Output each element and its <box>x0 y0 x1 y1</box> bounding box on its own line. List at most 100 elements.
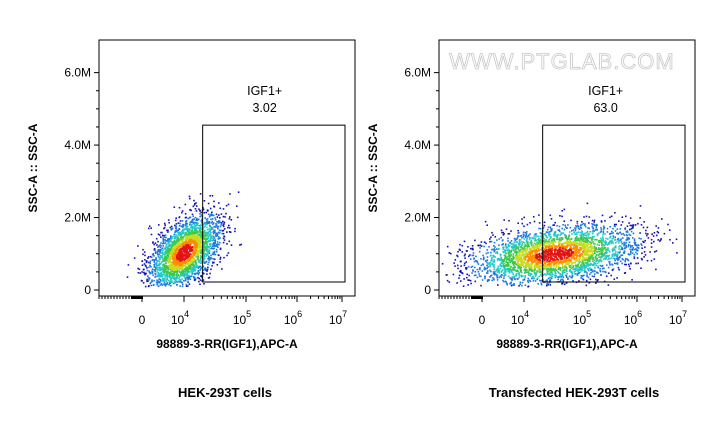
event-dot <box>505 246 507 248</box>
event-dot <box>593 273 596 275</box>
event-dot <box>452 273 455 276</box>
event-dot <box>201 252 203 255</box>
event-dot <box>516 278 518 280</box>
event-dot <box>623 245 625 247</box>
event-dot <box>585 232 588 234</box>
event-dot <box>148 266 150 269</box>
event-dot <box>195 256 197 258</box>
event-dot <box>621 262 623 265</box>
event-dot <box>483 266 486 269</box>
event-dot <box>174 237 177 240</box>
event-dot <box>173 264 175 267</box>
event-dot <box>196 237 198 239</box>
event-dot <box>546 271 549 273</box>
event-dot <box>587 227 589 229</box>
event-dot <box>493 266 496 269</box>
event-dot <box>528 272 530 274</box>
event-dot <box>555 269 558 271</box>
event-dot <box>589 273 591 276</box>
event-dot <box>520 274 522 277</box>
event-dot <box>175 234 177 236</box>
event-dot <box>167 255 170 258</box>
event-dot <box>582 233 585 236</box>
event-dot <box>193 265 195 267</box>
event-dot <box>572 261 574 264</box>
event-dot <box>161 268 163 270</box>
event-dot <box>580 238 582 240</box>
event-dot <box>204 241 206 243</box>
event-dot <box>200 214 203 216</box>
event-dot <box>506 256 509 258</box>
event-dot <box>585 239 588 242</box>
event-dot <box>616 240 619 243</box>
event-dot <box>597 265 599 267</box>
event-dot <box>522 253 524 256</box>
event-dot <box>479 268 481 271</box>
event-dot <box>512 284 514 286</box>
event-dot <box>474 266 476 269</box>
event-dot <box>551 240 553 242</box>
event-dot <box>628 238 630 240</box>
event-dot <box>200 220 203 222</box>
plot-frame <box>98 39 356 297</box>
event-dot <box>590 241 592 243</box>
event-dot <box>498 276 500 279</box>
event-dot <box>616 262 619 264</box>
event-dot <box>148 285 150 287</box>
event-dot <box>485 252 488 255</box>
event-dot <box>561 282 564 284</box>
event-dot <box>204 233 206 236</box>
event-dot <box>171 252 173 255</box>
event-dot <box>460 265 462 267</box>
event-dot <box>472 252 475 254</box>
event-dot <box>505 281 508 284</box>
event-dot <box>172 257 175 260</box>
event-dot <box>615 251 617 253</box>
event-dot <box>171 242 173 244</box>
event-dot <box>167 239 170 242</box>
event-dot <box>173 245 176 248</box>
event-dot <box>507 275 510 277</box>
event-dot <box>614 225 616 228</box>
event-dot <box>172 255 174 257</box>
event-dot <box>574 237 577 239</box>
gate-igf1-positive[interactable] <box>202 124 346 283</box>
event-dot <box>210 239 213 242</box>
event-dot <box>179 239 182 242</box>
event-dot <box>525 234 528 237</box>
event-dot <box>222 215 225 218</box>
event-dot <box>505 263 507 266</box>
event-dot <box>195 248 197 251</box>
event-dot <box>137 267 139 270</box>
event-dot <box>228 224 230 227</box>
event-dot <box>645 232 647 235</box>
event-dot <box>200 222 203 224</box>
event-dot <box>594 229 597 231</box>
event-dot <box>517 229 519 232</box>
event-dot <box>605 248 608 251</box>
event-dot <box>198 234 201 236</box>
event-dot <box>187 274 190 277</box>
event-dot <box>175 267 178 270</box>
event-dot <box>174 252 177 254</box>
event-dot <box>186 241 188 244</box>
event-dot <box>482 263 484 266</box>
event-dot <box>526 271 528 274</box>
event-dot <box>172 272 175 275</box>
event-dot <box>202 279 205 281</box>
event-dot <box>206 273 208 275</box>
event-dot <box>500 270 503 272</box>
event-dot <box>215 235 217 238</box>
event-dot <box>507 263 510 266</box>
event-dot <box>625 263 627 266</box>
event-dot <box>576 274 579 276</box>
event-dot <box>642 240 644 243</box>
event-dot <box>561 210 563 212</box>
event-dot <box>585 245 588 248</box>
event-dot <box>620 233 623 235</box>
event-dot <box>137 245 139 247</box>
event-dot <box>631 252 634 254</box>
event-dot <box>574 273 576 275</box>
event-dot <box>594 247 596 250</box>
event-dot <box>166 257 169 260</box>
